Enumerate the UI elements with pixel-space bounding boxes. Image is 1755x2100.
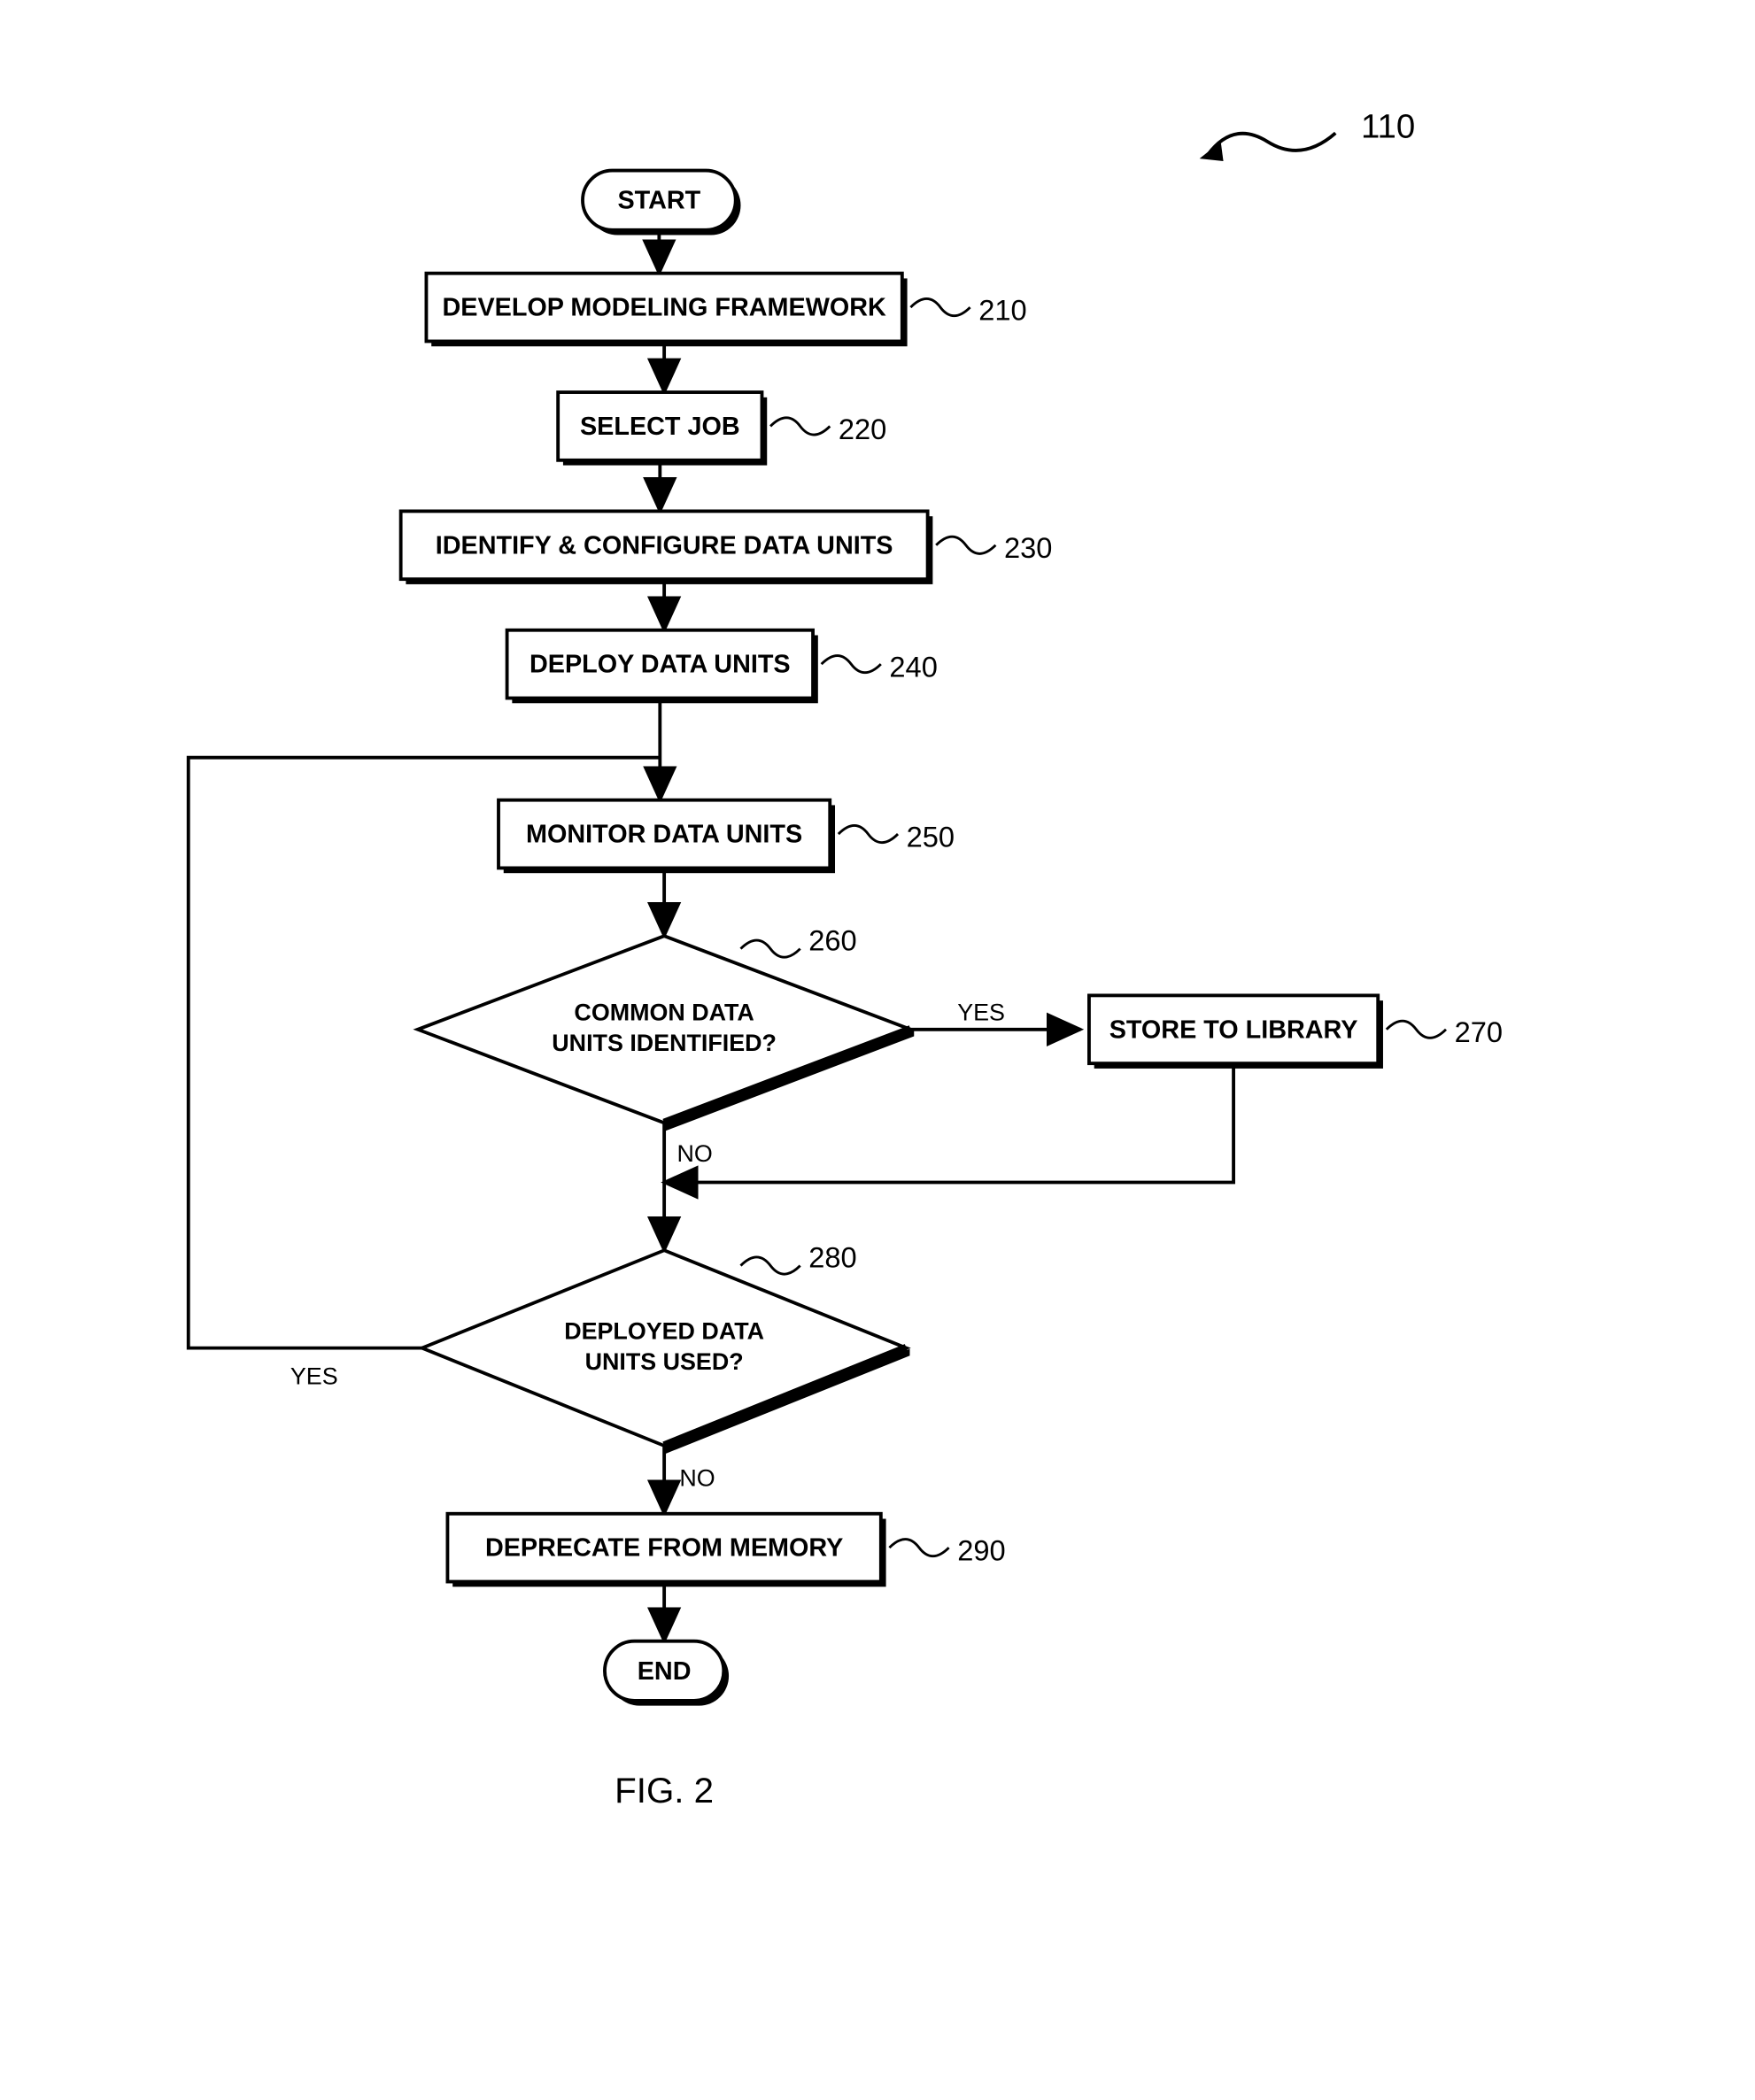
node-240: DEPLOY DATA UNITS 240 (507, 630, 938, 704)
leader-230 (936, 537, 995, 553)
node-210-label: DEVELOP MODELING FRAMEWORK (442, 294, 886, 322)
figure-caption: FIG. 2 (615, 1771, 714, 1810)
start-terminal: START (583, 171, 740, 235)
node-230-label: IDENTIFY & CONFIGURE DATA UNITS (436, 531, 893, 560)
node-290: DEPRECATE FROM MEMORY 290 (447, 1514, 1005, 1587)
figure-ref-number: 110 (1200, 108, 1416, 161)
leader-260 (740, 940, 800, 957)
node-270-label: STORE TO LIBRARY (1109, 1015, 1358, 1044)
leader-250 (839, 825, 898, 842)
node-280-number: 280 (808, 1240, 856, 1273)
node-280-decision: DEPLOYED DATA UNITS USED? 280 (422, 1240, 910, 1454)
node-250-number: 250 (907, 820, 955, 853)
node-270: STORE TO LIBRARY 270 (1089, 995, 1503, 1069)
flowchart-svg: 110 START DEVELOP MODELING FRAMEWORK 210… (35, 35, 1720, 2050)
node-290-number: 290 (957, 1534, 1005, 1567)
node-240-number: 240 (889, 650, 937, 683)
edge-280-no: NO (679, 1464, 715, 1491)
ref-number-text: 110 (1361, 108, 1415, 146)
node-240-label: DEPLOY DATA UNITS (530, 651, 791, 679)
node-270-number: 270 (1455, 1015, 1503, 1048)
node-260-decision: COMMON DATA UNITS IDENTIFIED? 260 (418, 923, 916, 1131)
node-220-number: 220 (839, 413, 886, 445)
node-260-number: 260 (808, 923, 856, 956)
node-280-label-1: DEPLOYED DATA (564, 1317, 764, 1344)
node-250: MONITOR DATA UNITS 250 (499, 800, 955, 874)
edge-260-no: NO (677, 1140, 713, 1167)
node-250-label: MONITOR DATA UNITS (526, 821, 802, 849)
node-230: IDENTIFY & CONFIGURE DATA UNITS 230 (401, 511, 1053, 584)
node-220-label: SELECT JOB (580, 413, 740, 441)
leader-240 (822, 656, 881, 673)
leader-210 (910, 298, 970, 315)
leader-280 (740, 1257, 800, 1274)
leader-270 (1387, 1021, 1446, 1038)
node-210: DEVELOP MODELING FRAMEWORK 210 (426, 274, 1026, 347)
node-220: SELECT JOB 220 (558, 392, 886, 466)
end-label: END (638, 1657, 692, 1686)
end-terminal: END (605, 1641, 729, 1706)
edge-260-yes: YES (957, 1000, 1005, 1026)
node-280-label-2: UNITS USED? (585, 1348, 744, 1375)
node-210-number: 210 (978, 293, 1026, 326)
node-260-label-2: UNITS IDENTIFIED? (552, 1030, 777, 1056)
edge-280-yes: YES (290, 1363, 338, 1389)
leader-220 (770, 418, 830, 435)
node-260-label-1: COMMON DATA (574, 1000, 754, 1026)
start-label: START (617, 187, 700, 215)
node-230-number: 230 (1004, 531, 1052, 564)
leader-290 (889, 1540, 948, 1556)
node-290-label: DEPRECATE FROM MEMORY (485, 1534, 843, 1563)
